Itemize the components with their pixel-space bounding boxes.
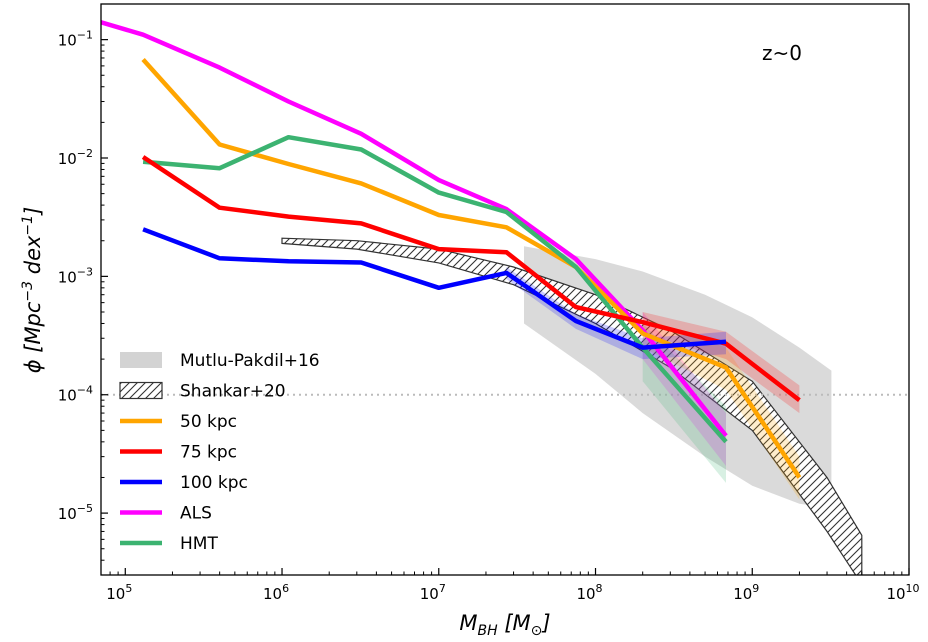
y-tick-label: 10−3 <box>58 265 93 286</box>
y-tick-label: 10−2 <box>58 147 93 168</box>
x-tick-label: 1010 <box>886 582 919 603</box>
series-band-100-kpc <box>506 267 726 360</box>
legend-label-100-kpc: 100 kpc <box>180 473 248 493</box>
series-line-hmt <box>142 134 728 444</box>
series-band-50-kpc <box>642 317 800 500</box>
legend-label-50-kpc: 50 kpc <box>180 412 237 432</box>
plot-frame <box>100 3 910 576</box>
legend-label-mutlu-pakdil-16: Mutlu-Pakdil+16 <box>180 351 320 371</box>
x-axis-label: MBH [M⊙] <box>459 611 550 639</box>
series-band-75-kpc <box>642 312 800 414</box>
plot-area <box>101 20 909 575</box>
x-axis-title: MBH [M⊙] <box>459 611 550 639</box>
series-line-100-kpc <box>142 227 727 350</box>
x-tick-label: 106 <box>263 582 289 603</box>
legend-label-als: ALS <box>180 504 212 524</box>
x-tick-label: 109 <box>733 582 759 603</box>
annotation-redshift: z~0 <box>762 41 802 65</box>
legend: Mutlu-Pakdil+16 Shankar+20 50 kpc 75 kpc 100… <box>119 351 320 554</box>
y-tick-label: 10−1 <box>58 29 93 50</box>
x-tick-label: 105 <box>106 582 132 603</box>
y-tick-label: 10−5 <box>58 502 93 523</box>
series-band-als <box>642 312 726 466</box>
series-line-als <box>101 20 728 438</box>
legend-label-hmt: HMT <box>180 534 218 554</box>
y-tick-label: 10−4 <box>58 384 93 405</box>
x-tick-label: 108 <box>576 582 602 603</box>
y-axis-label: ϕ [Mpc−3 dex−1] <box>20 207 45 374</box>
legend-label-shankar-20: Shankar+20 <box>180 382 286 402</box>
series-band-hmt <box>642 323 726 483</box>
axis-ticks: 105 106 107 108 109 1010 10−5 10−4 10−3 10−2 10−1 <box>58 29 920 603</box>
series-line-75-kpc <box>141 155 801 402</box>
legend-swatch-mutlu-pakdil-16 <box>120 352 162 368</box>
x-tick-label: 107 <box>420 582 446 603</box>
legend-swatch-shankar-20 <box>119 381 163 400</box>
legend-label-75-kpc: 75 kpc <box>180 443 237 463</box>
y-axis-title: ϕ [Mpc−3 dex−1] <box>20 207 45 374</box>
